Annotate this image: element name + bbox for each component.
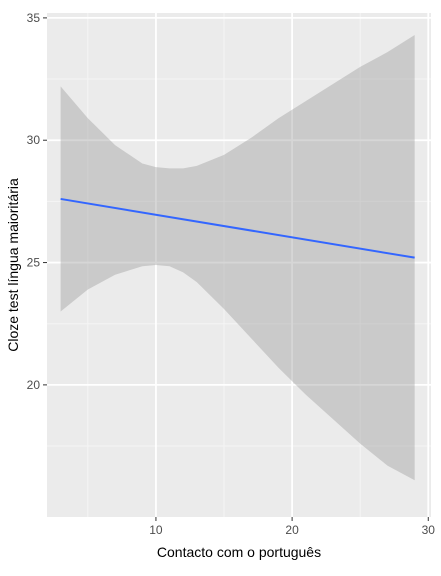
x-tick-label: 10 bbox=[149, 523, 163, 537]
x-tick-labels: 10 20 30 bbox=[149, 523, 435, 537]
y-axis-title: Cloze test língua maioritária bbox=[5, 178, 21, 352]
y-tick-label: 30 bbox=[27, 133, 41, 147]
axis-ticks bbox=[43, 17, 429, 521]
major-gridlines bbox=[47, 13, 431, 517]
confidence-band bbox=[60, 35, 415, 481]
plot-panel bbox=[47, 13, 431, 517]
x-tick-label: 30 bbox=[422, 523, 436, 537]
trend-line bbox=[60, 197, 415, 259]
minor-gridlines bbox=[47, 13, 431, 517]
y-tick-label: 20 bbox=[27, 378, 41, 392]
y-tick-labels: 20 25 30 35 bbox=[27, 11, 41, 392]
y-tick-label: 35 bbox=[27, 11, 41, 25]
y-tick-label: 25 bbox=[27, 256, 41, 270]
x-axis-title: Contacto com o português bbox=[157, 544, 321, 560]
x-tick-label: 20 bbox=[285, 523, 299, 537]
